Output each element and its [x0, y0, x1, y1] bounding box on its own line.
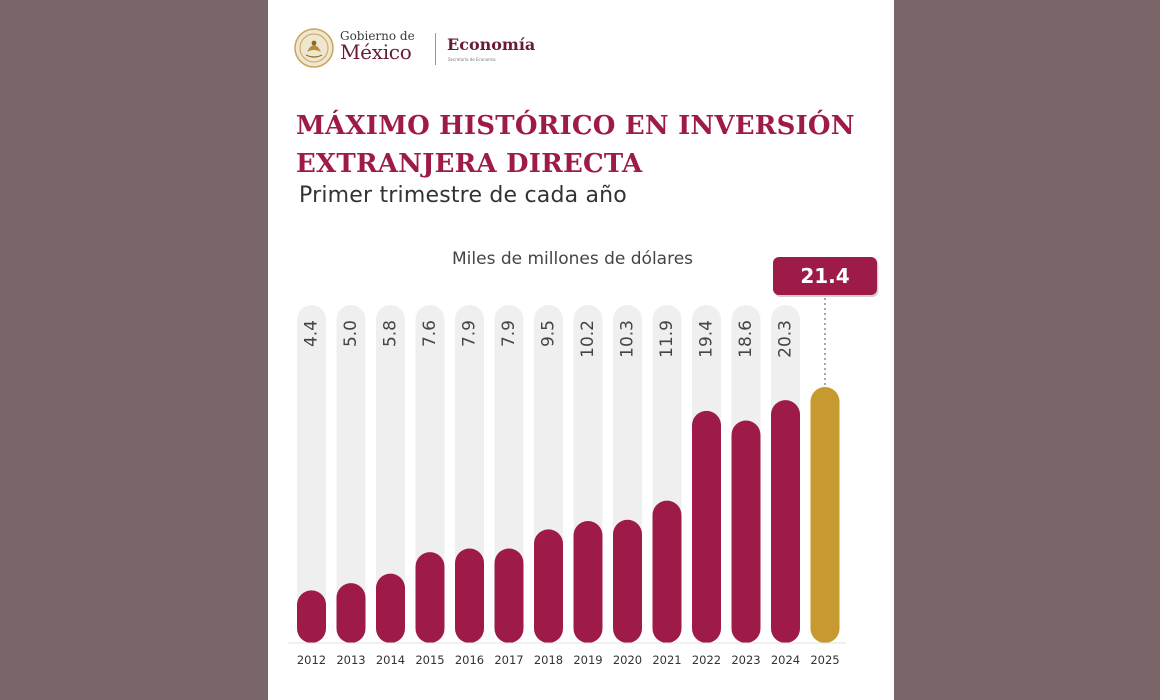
bar: [415, 552, 445, 643]
x-tick-label: 2017: [494, 653, 523, 667]
bar-chart: 2012 4.4 2013 5.0 2014 5.8 2015 7.6 2016 7.9 2017 7…: [288, 257, 879, 667]
x-tick-label: 2014: [376, 653, 405, 667]
x-tick-label: 2025: [810, 653, 839, 667]
data-label: 7.9: [460, 320, 480, 347]
bar: [573, 520, 603, 643]
economia-subtext: Secretaría de Economía: [448, 57, 496, 62]
bar: [455, 548, 484, 643]
highlight-badge: [773, 257, 877, 295]
bar: [731, 420, 761, 643]
data-label: 19.4: [697, 320, 717, 358]
infographic-card: Gobierno de México Economía Secretaría d…: [268, 0, 894, 700]
data-label: 9.5: [539, 320, 559, 347]
mexico-text: México: [340, 40, 412, 64]
data-label: 20.3: [776, 320, 796, 358]
x-tick-label: 2021: [652, 653, 681, 667]
data-label: 10.2: [578, 320, 598, 358]
y-axis-units-label: Miles de millones de dólares: [452, 249, 694, 269]
economia-text: Economía: [447, 35, 536, 54]
bar-track: [336, 305, 366, 643]
bar: [652, 500, 682, 643]
chart-title: MÁXIMO HISTÓRICO EN INVERSIÓN EXTRANJERA…: [296, 111, 855, 179]
data-label: 5.0: [341, 320, 361, 347]
x-tick-label: 2018: [534, 653, 563, 667]
bar: [613, 519, 642, 643]
x-tick-label: 2022: [692, 653, 721, 667]
x-tick-label: 2016: [455, 653, 484, 667]
logo-divider: [435, 33, 436, 65]
data-label: 4.4: [302, 320, 322, 347]
bar: [376, 573, 405, 643]
bar: [692, 410, 721, 643]
x-tick-label: 2019: [573, 653, 602, 667]
bar: [297, 590, 326, 643]
bar: [771, 400, 800, 643]
bar: [810, 387, 840, 643]
coat-of-arms-seal-icon: [294, 28, 334, 68]
x-tick-label: 2024: [771, 653, 800, 667]
gobierno-text: Gobierno de: [340, 29, 415, 43]
data-label: 5.8: [381, 320, 401, 347]
x-tick-label: 2015: [415, 653, 444, 667]
bar: [494, 548, 524, 643]
x-tick-label: 2023: [731, 653, 760, 667]
bar-track: [376, 305, 405, 643]
data-label: 7.9: [499, 320, 519, 347]
highlight-value-label: 21.4: [800, 264, 849, 288]
bar: [336, 583, 366, 643]
x-tick-label: 2012: [297, 653, 326, 667]
x-tick-label: 2020: [613, 653, 642, 667]
bar-track: [297, 305, 326, 643]
data-label: 18.6: [736, 320, 756, 358]
chart-subtitle: Primer trimestre de cada año: [299, 183, 627, 208]
data-label: 7.6: [420, 320, 440, 347]
data-label: 10.3: [618, 320, 638, 358]
bar: [534, 529, 563, 643]
data-label: 11.9: [657, 320, 677, 358]
header-logos: Gobierno de México Economía Secretaría d…: [294, 26, 594, 70]
x-tick-label: 2013: [336, 653, 365, 667]
